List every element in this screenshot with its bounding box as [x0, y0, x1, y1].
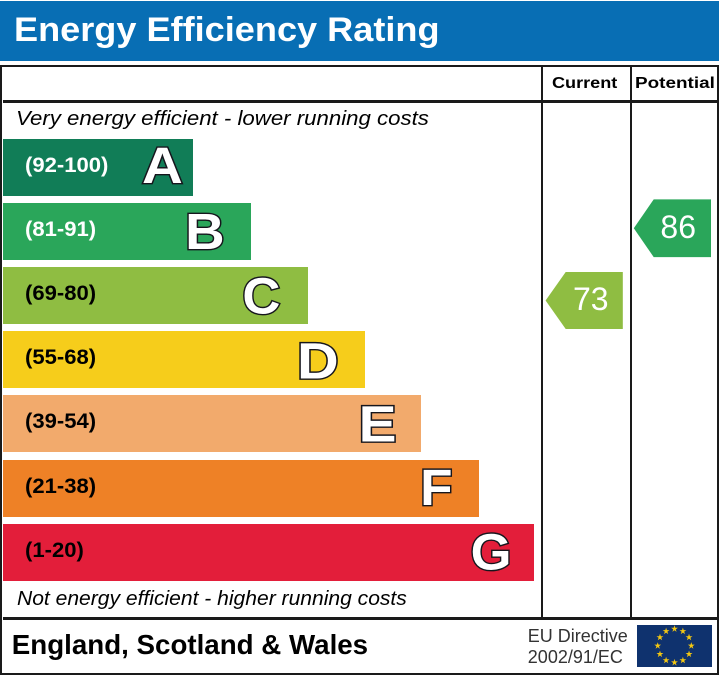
svg-text:B: B — [185, 203, 225, 260]
svg-text:C: C — [242, 268, 280, 325]
svg-text:G: G — [471, 524, 512, 581]
svg-text:E: E — [359, 395, 397, 452]
svg-text:73: 73 — [573, 281, 609, 317]
svg-text:86: 86 — [660, 209, 696, 245]
svg-text:D: D — [297, 332, 339, 389]
svg-text:A: A — [142, 137, 183, 194]
svg-text:F: F — [420, 459, 452, 516]
